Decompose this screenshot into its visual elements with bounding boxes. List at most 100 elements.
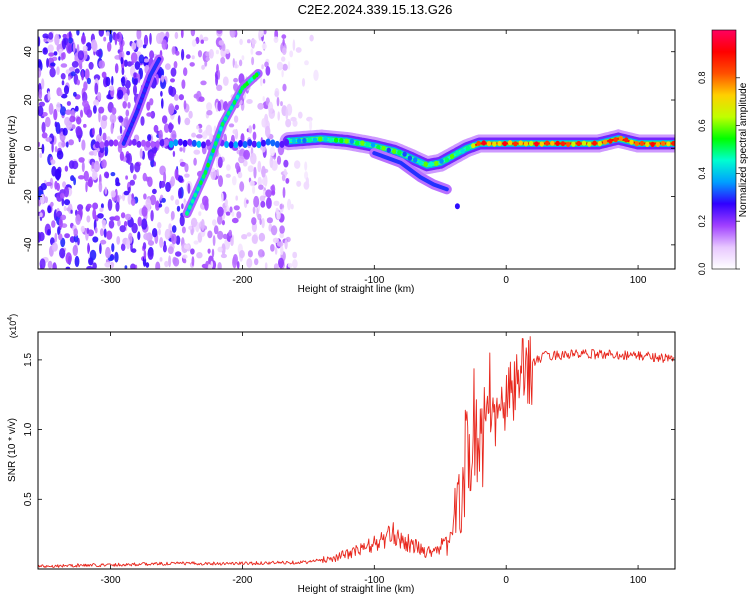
noise-blob: [306, 116, 313, 122]
noise-blob: [221, 192, 224, 203]
noise-blob: [86, 203, 92, 209]
carrier-bead: [439, 158, 444, 164]
carrier-bead: [534, 141, 539, 147]
noise-blob: [287, 198, 292, 211]
noise-blob: [103, 171, 110, 179]
noise-blob: [116, 33, 120, 40]
noise-blob: [157, 222, 162, 229]
carrier-bead: [413, 157, 418, 163]
noise-blob: [54, 146, 58, 153]
noise-blob: [50, 62, 56, 67]
carrier-bead: [307, 137, 312, 143]
noise-blob: [233, 115, 239, 123]
spectrogram-y-label: Frequency (Hz): [7, 116, 18, 185]
noise-blob: [273, 263, 279, 269]
noise-blob: [65, 69, 70, 75]
diagonal-bead: [137, 104, 141, 109]
diagonal-bead: [193, 192, 198, 198]
noise-blob: [40, 183, 47, 191]
spectrogram-x-label: Height of straight line (km): [298, 284, 415, 295]
noise-blob: [145, 146, 152, 151]
noise-blob: [85, 181, 88, 193]
noise-blob: [109, 33, 113, 43]
noise-blob: [170, 195, 174, 201]
noise-blob: [100, 239, 107, 245]
noise-blob: [265, 125, 271, 138]
noise-blob: [258, 184, 264, 190]
noise-blob: [130, 263, 136, 269]
noise-blob: [127, 186, 131, 193]
noise-blob: [282, 63, 288, 71]
noise-blob: [63, 205, 67, 212]
noise-blob: [70, 71, 76, 77]
noise-blob: [43, 37, 47, 43]
noise-blob: [147, 151, 155, 161]
noise-blob: [143, 249, 147, 260]
noise-blob: [294, 160, 301, 169]
noise-blob: [164, 206, 170, 214]
noise-blob: [200, 39, 204, 44]
carrier-bead: [302, 137, 307, 144]
carrier-bead: [566, 141, 571, 147]
noise-blob: [60, 63, 68, 68]
noise-blob: [261, 43, 267, 50]
noise-blob: [93, 99, 100, 107]
noise-blob: [122, 101, 127, 109]
noise-blob: [183, 258, 187, 264]
noise-blob: [61, 80, 65, 86]
carrier-bead: [560, 141, 566, 147]
noise-blob: [193, 157, 197, 166]
noise-blob: [149, 98, 154, 106]
noise-blob: [47, 229, 51, 236]
carrier-bead: [318, 136, 323, 142]
noise-blob: [80, 109, 83, 118]
noise-blob: [234, 60, 238, 69]
carrier-bead: [471, 143, 476, 149]
noise-blob: [150, 210, 154, 222]
noise-blob: [162, 115, 168, 124]
noise-blob: [134, 61, 141, 70]
noise-blob: [158, 129, 163, 141]
snr-frame: [37, 331, 676, 570]
noise-blob: [171, 233, 177, 245]
noise-blob: [177, 175, 184, 183]
noise-blob: [92, 236, 99, 243]
noise-blob: [153, 161, 156, 167]
snr-y-scale: (x104): [7, 314, 18, 338]
snr-series-line: [38, 336, 675, 568]
noise-blob: [119, 151, 124, 161]
noise-blob: [107, 198, 113, 211]
figure-title: C2E2.2024.339.15.13.G26: [297, 2, 453, 17]
spectrogram-x-ticks: -300 -200 -100 0 100: [101, 30, 647, 286]
noise-blob: [127, 102, 131, 109]
carrier-bead: [539, 141, 544, 147]
noise-blob: [125, 175, 128, 180]
noise-blob: [99, 207, 104, 213]
spectrogram-x-tick-label: -200: [232, 275, 252, 286]
diagonal-bead: [121, 141, 126, 146]
noise-blob: [196, 252, 203, 259]
noise-blob: [218, 175, 223, 188]
noise-blob: [239, 250, 245, 259]
carrier-bead: [460, 148, 465, 154]
noise-blob: [292, 39, 296, 51]
noise-blob: [60, 73, 66, 80]
noise-blob: [265, 66, 271, 76]
noise-blob: [172, 150, 176, 157]
noise-blob: [250, 152, 257, 165]
noise-blob: [261, 118, 266, 128]
noise-blob: [210, 260, 214, 268]
carrier-bead: [529, 140, 534, 146]
diagonal-trace: [119, 54, 164, 148]
snr-y-tick-label: 0.5: [23, 492, 34, 506]
noise-blob: [246, 258, 253, 268]
noise-blob: [63, 199, 71, 206]
noise-blob: [207, 230, 213, 239]
noise-blob: [276, 241, 284, 247]
noise-blob: [74, 52, 79, 64]
noise-blob: [251, 56, 255, 66]
diagonal-bead: [232, 100, 237, 105]
noise-blob: [92, 171, 98, 181]
noise-blob: [159, 237, 164, 248]
noise-blob: [102, 132, 107, 141]
